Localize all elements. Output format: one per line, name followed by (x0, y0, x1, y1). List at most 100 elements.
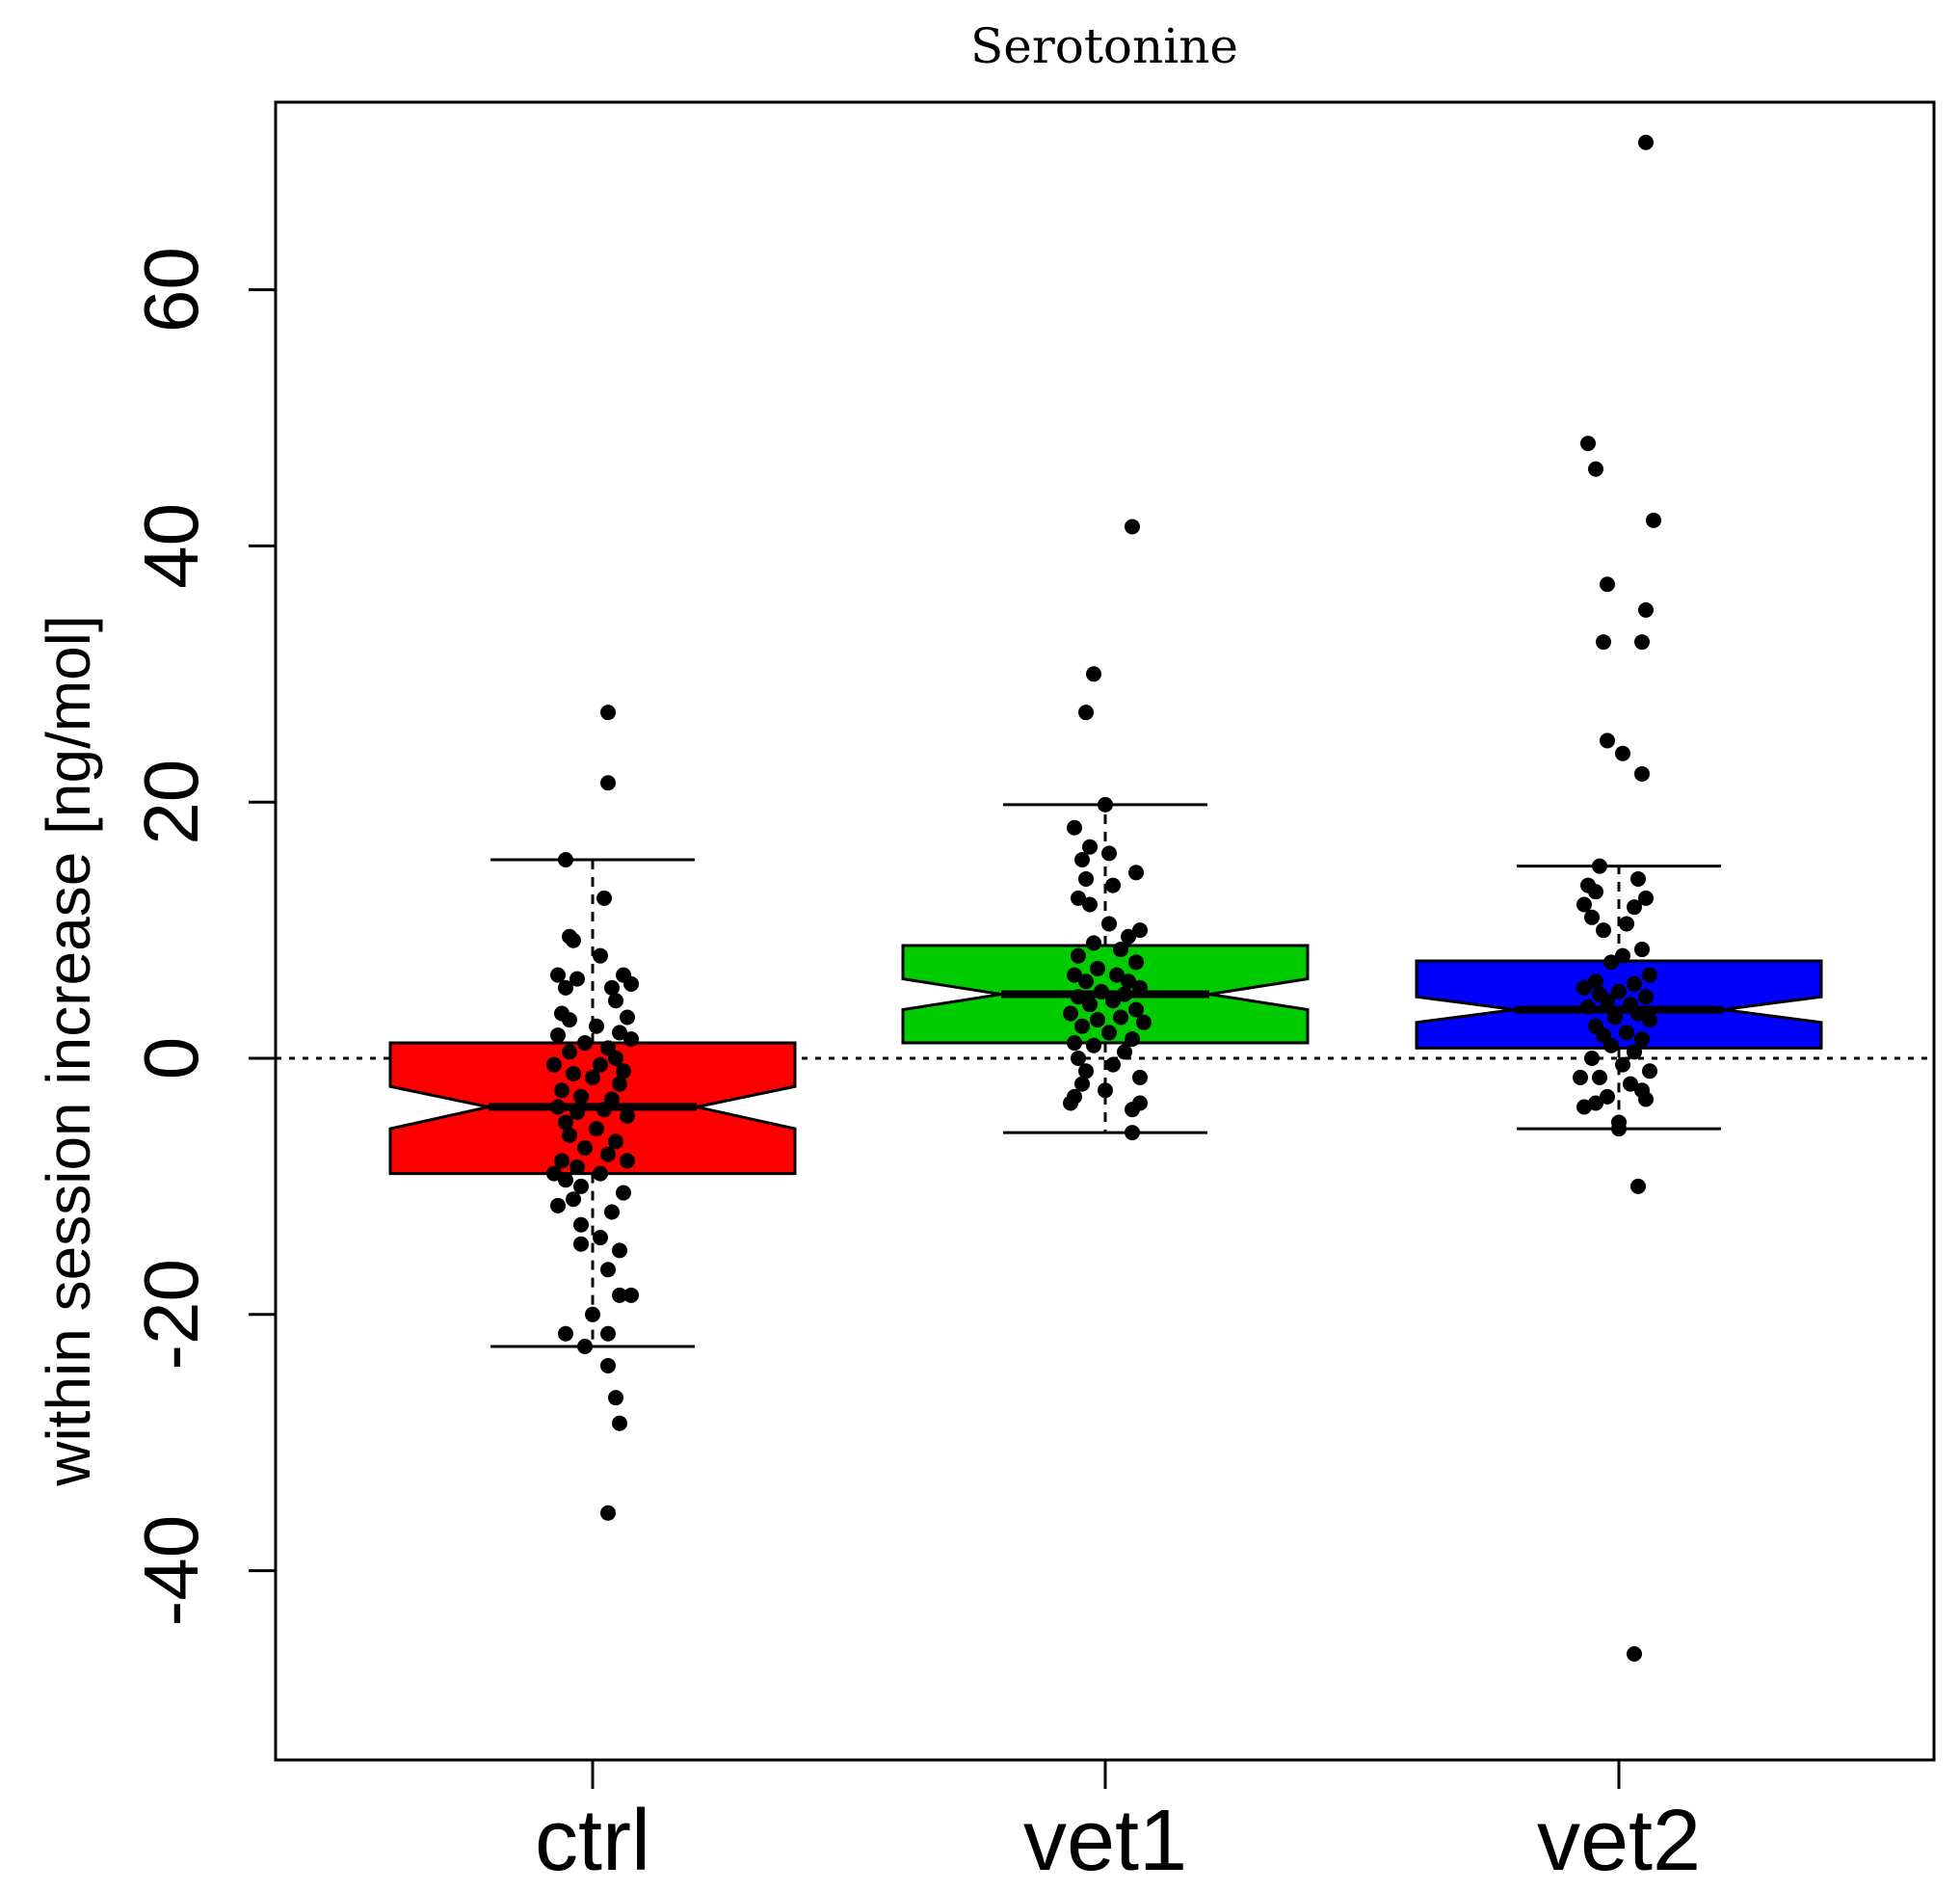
data-point-vet1 (1128, 1001, 1144, 1018)
data-point-vet2 (1603, 954, 1619, 971)
data-point-ctrl (558, 1172, 573, 1188)
data-point-ctrl (569, 971, 585, 987)
data-point-vet1 (1125, 519, 1140, 535)
data-point-vet2 (1619, 916, 1634, 932)
data-point-vet1 (1125, 1125, 1140, 1141)
data-point-vet1 (1067, 819, 1082, 836)
data-point-vet1 (1128, 865, 1144, 881)
data-point-ctrl (546, 1056, 562, 1073)
data-point-vet1 (1078, 1063, 1094, 1079)
data-point-ctrl (562, 1127, 577, 1143)
data-point-ctrl (577, 1339, 593, 1355)
data-point-vet2 (1596, 922, 1611, 939)
data-point-ctrl (558, 852, 573, 868)
data-point-vet2 (1627, 899, 1642, 916)
data-point-ctrl (600, 1505, 616, 1521)
data-point-vet2 (1592, 1069, 1607, 1085)
data-point-ctrl (600, 1325, 616, 1342)
data-point-vet2 (1592, 858, 1607, 874)
data-point-vet1 (1101, 916, 1117, 932)
data-point-vet2 (1627, 1044, 1642, 1060)
data-point-vet2 (1580, 436, 1596, 452)
data-point-ctrl (596, 1102, 612, 1118)
x-tick-label-vet2: vet2 (1537, 1793, 1701, 1889)
data-point-ctrl (593, 947, 608, 964)
data-point-ctrl (604, 1204, 620, 1220)
data-point-ctrl (589, 1121, 604, 1137)
data-point-vet1 (1078, 705, 1094, 721)
data-point-vet2 (1588, 1095, 1603, 1111)
data-point-vet2 (1638, 601, 1654, 618)
data-point-vet1 (1071, 989, 1086, 1005)
data-point-vet2 (1638, 890, 1654, 906)
data-point-vet2 (1600, 576, 1615, 593)
data-point-vet1 (1086, 1037, 1101, 1053)
data-point-vet2 (1638, 989, 1654, 1005)
data-point-vet2 (1630, 1005, 1646, 1022)
data-point-vet1 (1105, 877, 1121, 893)
data-point-ctrl (620, 1153, 635, 1169)
data-point-ctrl (616, 1185, 631, 1201)
data-point-vet2 (1573, 1069, 1588, 1085)
data-point-vet1 (1071, 947, 1086, 964)
data-point-ctrl (612, 1287, 627, 1303)
data-point-vet1 (1101, 845, 1117, 862)
data-point-vet1 (1094, 983, 1109, 999)
data-point-vet2 (1584, 909, 1600, 925)
data-point-vet1 (1067, 1035, 1082, 1052)
data-point-vet1 (1074, 1018, 1090, 1034)
data-point-ctrl (623, 975, 639, 992)
data-point-ctrl (573, 1088, 589, 1105)
data-point-vet1 (1082, 839, 1098, 855)
data-point-ctrl (566, 1191, 581, 1208)
data-point-ctrl (600, 775, 616, 791)
data-point-vet2 (1634, 765, 1650, 782)
data-point-vet1 (1063, 1095, 1078, 1111)
data-point-ctrl (612, 1415, 627, 1431)
data-point-vet1 (1071, 1051, 1086, 1066)
y-tick-label: 20 (128, 759, 214, 845)
data-point-vet2 (1588, 884, 1603, 900)
data-point-vet1 (1090, 1012, 1105, 1028)
data-point-ctrl (600, 1357, 616, 1373)
data-point-ctrl (566, 1065, 581, 1081)
plot-frame (274, 100, 1936, 1762)
data-point-vet1 (1136, 1014, 1152, 1030)
data-point-ctrl (593, 1230, 608, 1246)
data-point-ctrl (620, 1009, 635, 1026)
data-point-ctrl (550, 1099, 566, 1115)
data-point-vet1 (1082, 997, 1098, 1013)
data-point-ctrl (608, 1051, 623, 1066)
data-point-vet1 (1113, 942, 1128, 958)
y-axis-label: within session increase [ng/mol] (34, 615, 103, 1487)
data-point-ctrl (616, 1063, 631, 1079)
data-point-ctrl (566, 932, 581, 948)
data-point-vet1 (1113, 1009, 1128, 1026)
data-point-ctrl (600, 1262, 616, 1278)
data-point-vet1 (1074, 1076, 1090, 1092)
data-point-vet1 (1078, 870, 1094, 887)
data-point-vet1 (1125, 1102, 1140, 1118)
y-tick-label: -40 (128, 1515, 214, 1627)
data-point-ctrl (573, 1216, 589, 1233)
data-point-ctrl (620, 1107, 635, 1124)
data-point-ctrl (600, 705, 616, 721)
data-point-vet1 (1063, 1005, 1078, 1022)
data-point-ctrl (573, 1236, 589, 1252)
data-point-vet2 (1642, 967, 1657, 983)
data-point-ctrl (589, 1018, 604, 1034)
data-point-ctrl (604, 979, 620, 996)
data-point-vet2 (1584, 1051, 1600, 1066)
data-point-vet1 (1132, 979, 1148, 996)
data-point-vet2 (1619, 1025, 1634, 1041)
data-point-vet2 (1630, 1178, 1646, 1194)
data-point-vet1 (1098, 1082, 1113, 1099)
data-point-vet2 (1600, 1088, 1615, 1105)
data-point-vet2 (1607, 1009, 1623, 1026)
data-point-ctrl (593, 1165, 608, 1182)
data-point-ctrl (608, 993, 623, 1009)
data-point-ctrl (612, 1242, 627, 1259)
data-point-vet2 (1576, 979, 1592, 996)
y-tick-label: -20 (128, 1259, 214, 1371)
